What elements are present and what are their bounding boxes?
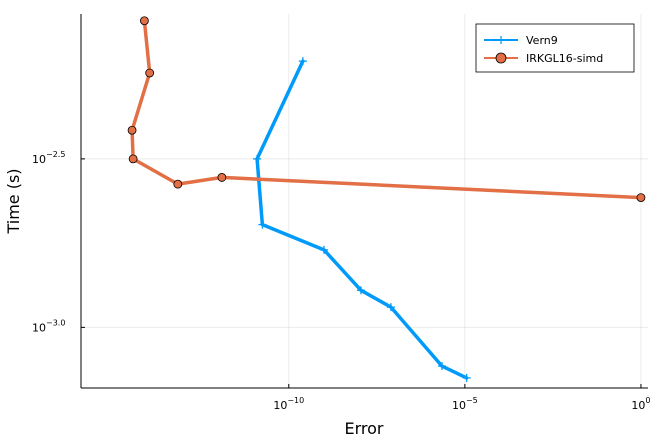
data-point xyxy=(386,303,395,312)
x-tick-label: 100 xyxy=(631,396,650,412)
y-axis-label: Time (s) xyxy=(4,168,23,234)
legend-irkgl-label: IRKGL16-simd xyxy=(526,52,603,65)
data-point xyxy=(437,362,446,371)
y-tick-label: 10−3.0 xyxy=(32,318,65,334)
data-point xyxy=(127,125,137,135)
data-point xyxy=(217,173,227,182)
x-tick-label: 10−5 xyxy=(452,396,478,412)
series-line xyxy=(255,59,469,380)
legend: Vern9 IRKGL16-simd xyxy=(475,23,635,73)
legend-vern9-marker xyxy=(497,36,505,44)
series-layer xyxy=(127,16,646,382)
series-vern9 xyxy=(253,57,471,382)
data-point xyxy=(145,68,155,78)
data-point xyxy=(462,373,471,382)
data-point xyxy=(128,154,138,164)
legend-irkgl-marker xyxy=(495,52,507,64)
data-point xyxy=(320,245,328,254)
data-point xyxy=(298,57,307,66)
series-irkgl16-simd xyxy=(127,16,646,203)
data-point xyxy=(636,193,646,203)
y-tick-label: 10−2.5 xyxy=(32,150,65,166)
plot-area: 10−10 10−5 100 10−2.5 10−3.0 xyxy=(32,14,651,412)
legend-vern9-label: Vern9 xyxy=(526,34,558,47)
data-point xyxy=(253,154,262,163)
x-tick-label: 10−10 xyxy=(273,396,304,412)
data-point xyxy=(258,220,267,229)
data-point xyxy=(356,286,365,295)
legend-box xyxy=(475,23,635,73)
data-point xyxy=(173,179,183,189)
data-point xyxy=(139,16,149,26)
x-axis-label: Error xyxy=(345,419,384,436)
ticks: 10−10 10−5 100 10−2.5 10−3.0 xyxy=(32,150,651,412)
